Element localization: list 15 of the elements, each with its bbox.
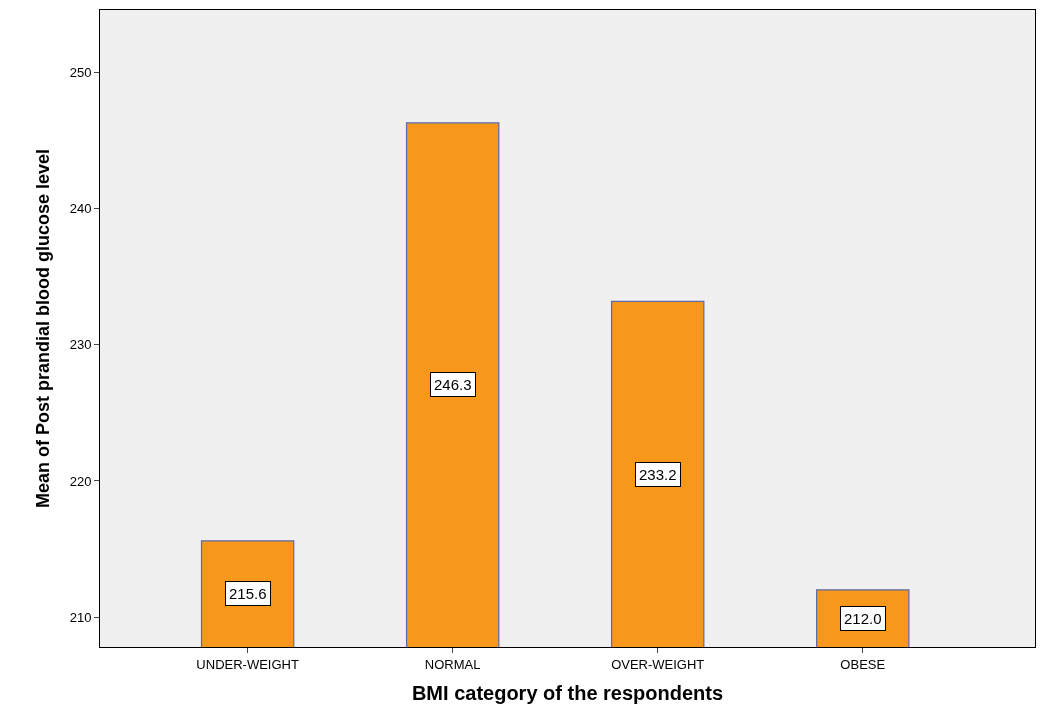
y-tick-label: 240 [69, 201, 92, 217]
y-tick-label: 210 [69, 609, 92, 625]
data-label: 215.6 [229, 585, 267, 602]
x-axis-title: BMI category of the respondents [411, 682, 724, 705]
x-tick-label: OVER-WEIGHT [611, 656, 705, 672]
data-label: 212.0 [844, 610, 882, 627]
y-axis-title: Mean of Post prandial blood glucose level [32, 148, 53, 509]
y-tick-label: 250 [69, 65, 92, 81]
data-label: 246.3 [434, 376, 472, 393]
x-tick-label: OBESE [840, 656, 886, 672]
x-tick-label: NORMAL [424, 656, 481, 672]
x-tick-label: UNDER-WEIGHT [196, 656, 299, 672]
data-label: 233.2 [639, 466, 677, 483]
y-tick-label: 230 [69, 337, 92, 353]
y-tick-label: 220 [69, 473, 92, 489]
